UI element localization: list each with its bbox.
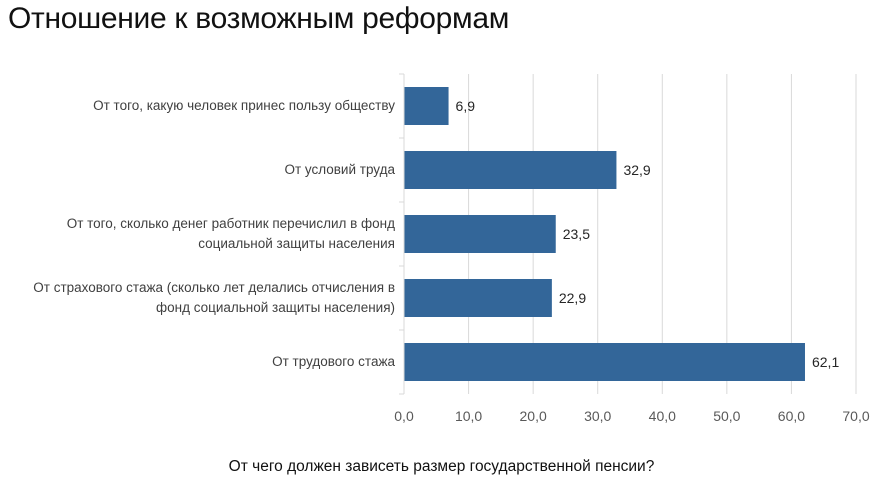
category-label: От того, какую человек принес пользу общ…	[0, 96, 395, 116]
bar	[404, 343, 805, 381]
axis: 0,0 10,0 20,0 30,0 40,0 50,0 60,0 70,0	[394, 73, 870, 424]
data-label: 22,9	[559, 290, 586, 306]
data-label: 32,9	[623, 162, 650, 178]
x-tick-label: 10,0	[455, 408, 482, 424]
data-label: 62,1	[812, 354, 839, 370]
data-label: 23,5	[563, 226, 590, 242]
x-tick-label: 30,0	[584, 408, 611, 424]
bars	[404, 87, 805, 381]
bar	[404, 151, 617, 189]
data-label: 6,9	[456, 98, 476, 114]
category-label-line: От того, какую человек принес пользу общ…	[93, 98, 395, 113]
data-labels: 6,9 32,9 23,5 22,9 62,1	[456, 98, 840, 370]
category-label-line: социальной защиты населения	[198, 236, 395, 251]
category-label: От страхового стажа (сколько лет делалис…	[0, 278, 395, 318]
x-tick-label: 60,0	[778, 408, 805, 424]
page-title: Отношение к возможным реформам	[8, 2, 510, 35]
bar	[404, 215, 556, 253]
category-label-line: От трудового стажа	[272, 354, 395, 369]
bar	[404, 279, 552, 317]
x-tick-label: 40,0	[649, 408, 676, 424]
category-label: От трудового стажа	[0, 352, 395, 372]
category-label: От того, сколько денег работник перечисл…	[0, 214, 395, 254]
x-tick-label: 70,0	[842, 408, 869, 424]
axis-caption: От чего должен зависеть размер государст…	[228, 458, 655, 475]
bar	[404, 87, 449, 125]
x-tick-label: 20,0	[520, 408, 547, 424]
x-tick-label: 0,0	[394, 408, 414, 424]
category-label: От условий труда	[0, 160, 395, 180]
category-label-line: От страхового стажа (сколько лет делалис…	[33, 280, 395, 295]
category-label-line: От условий труда	[284, 162, 395, 177]
category-label-line: фонд социальной защиты населения)	[156, 300, 395, 315]
x-tick-label: 50,0	[713, 408, 740, 424]
category-label-line: От того, сколько денег работник перечисл…	[66, 216, 395, 231]
